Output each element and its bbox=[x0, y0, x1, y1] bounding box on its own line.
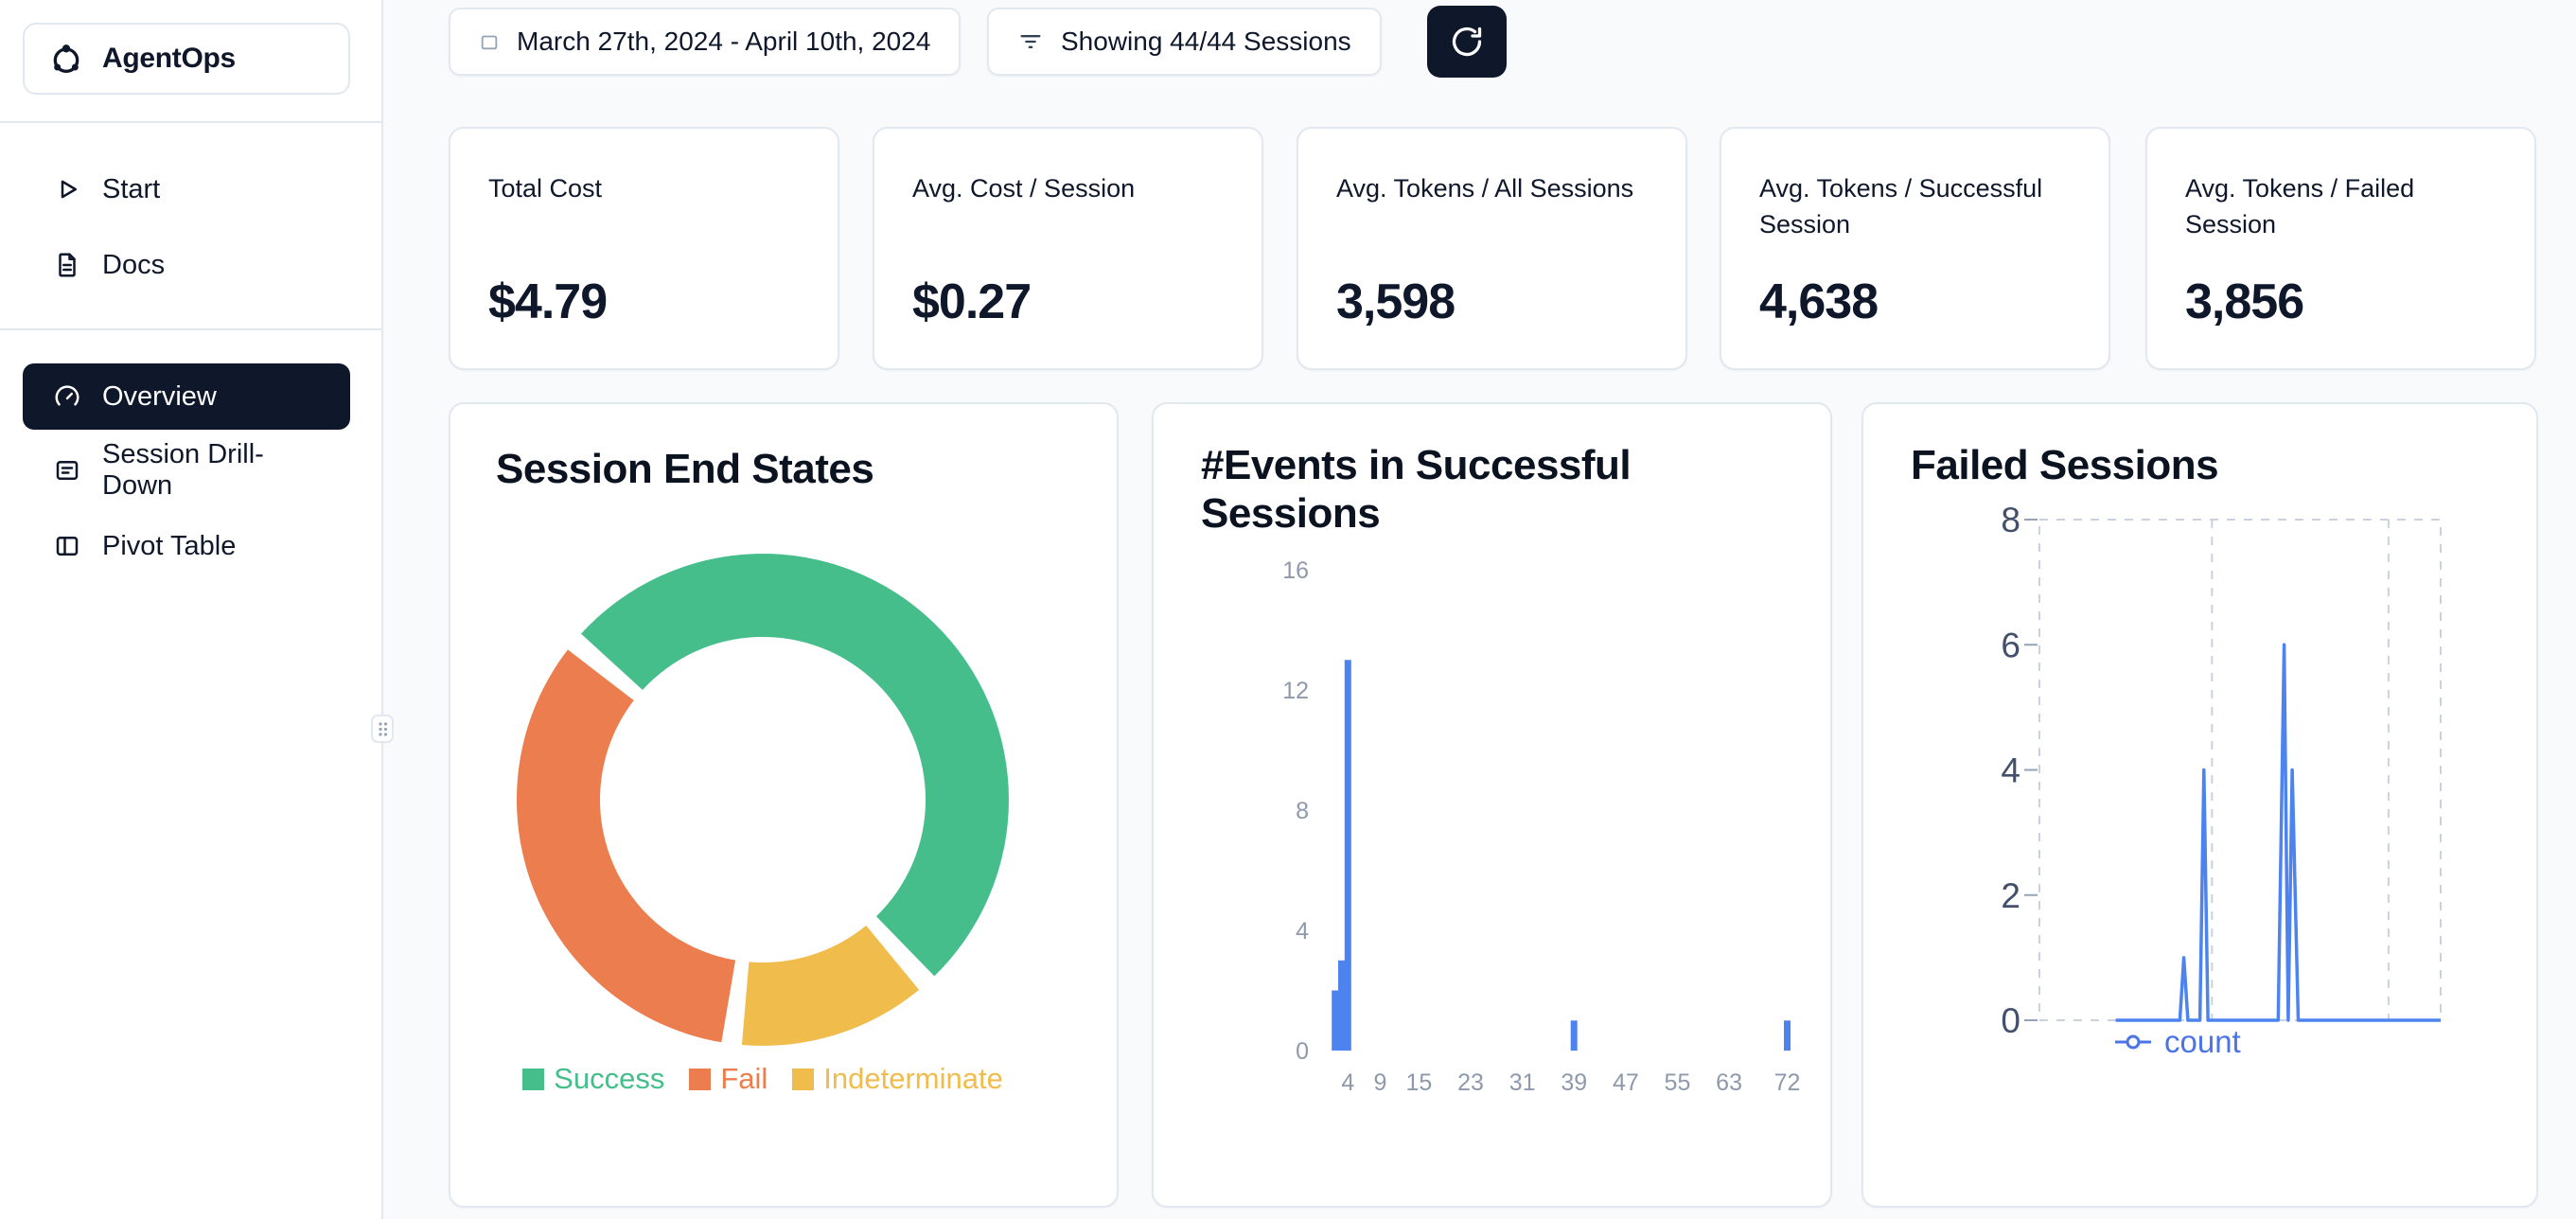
legend-item-fail: Fail bbox=[689, 1062, 768, 1096]
bar bbox=[1570, 1020, 1578, 1051]
y-axis-tick-label: 0 bbox=[1296, 1038, 1309, 1065]
x-axis-tick-label: 72 bbox=[1774, 1069, 1801, 1096]
legend-item-success: Success bbox=[522, 1062, 664, 1096]
sidebar-item-overview[interactable]: Overview bbox=[23, 363, 350, 430]
x-axis-tick-label: 55 bbox=[1665, 1069, 1691, 1096]
sidebar-item-session-drill-down[interactable]: Session Drill-Down bbox=[23, 439, 350, 502]
sidebar-item-label: Session Drill-Down bbox=[102, 439, 264, 501]
refresh-icon bbox=[1450, 25, 1484, 59]
x-axis-tick-label: 23 bbox=[1457, 1069, 1484, 1096]
legend-swatch bbox=[689, 1068, 712, 1090]
sidebar-divider bbox=[0, 328, 381, 330]
stat-card-avg-tokens-failed: Avg. Tokens / Failed Session 3,856 bbox=[2145, 127, 2536, 370]
bar bbox=[1332, 990, 1339, 1051]
y-axis-tick-label: 6 bbox=[2001, 626, 2020, 664]
legend-item-indeterminate: Indeterminate bbox=[792, 1062, 1003, 1096]
stat-value: $4.79 bbox=[488, 274, 608, 329]
y-axis-tick-label: 4 bbox=[1296, 918, 1309, 945]
calendar-icon bbox=[479, 31, 500, 52]
sidebar-item-label: Start bbox=[102, 173, 161, 204]
sidebar-item-label: Overview bbox=[102, 380, 217, 412]
x-axis-tick-label: 4 bbox=[1341, 1069, 1354, 1096]
x-axis-tick-label: 63 bbox=[1716, 1069, 1742, 1096]
stat-card-avg-tokens-all: Avg. Tokens / All Sessions 3,598 bbox=[1297, 127, 1687, 370]
date-range-button[interactable]: March 27th, 2024 - April 10th, 2024 bbox=[449, 8, 962, 76]
stat-label: Avg. Tokens / Failed Session bbox=[2185, 174, 2415, 239]
stat-card-total-cost: Total Cost $4.79 bbox=[449, 127, 839, 370]
agentops-logo-icon bbox=[47, 40, 85, 78]
sidebar-item-start[interactable]: Start bbox=[23, 158, 350, 221]
y-axis-tick-label: 16 bbox=[1282, 557, 1309, 584]
count-series-line bbox=[2115, 643, 2441, 1022]
chart-card-failed-sessions: Failed Sessions 0 2 4 6 8 count bbox=[1861, 402, 2538, 1208]
legend-swatch bbox=[522, 1068, 545, 1090]
sidebar-item-label: Pivot Table bbox=[102, 530, 237, 561]
grip-dots-icon bbox=[377, 720, 389, 738]
app-logo-box[interactable]: AgentOps bbox=[23, 23, 350, 95]
gauge-icon bbox=[53, 382, 81, 411]
stat-value: 3,598 bbox=[1336, 274, 1456, 329]
y-axis-tick-label: 12 bbox=[1282, 678, 1309, 704]
chart-title: Failed Sessions bbox=[1911, 442, 2219, 488]
chart-card-session-end-states: Session End States Success Fail Indetermin… bbox=[449, 402, 1119, 1208]
donut-segment-indeterminate bbox=[741, 925, 920, 1046]
chart-title: #Events in Successful Sessions bbox=[1201, 442, 1632, 537]
y-axis-tick-label: 2 bbox=[2001, 876, 2020, 915]
session-list-icon bbox=[53, 456, 81, 485]
stat-label: Total Cost bbox=[488, 174, 603, 203]
legend-label: Fail bbox=[720, 1062, 768, 1095]
stat-label: Avg. Tokens / All Sessions bbox=[1336, 174, 1634, 203]
stat-value: 4,638 bbox=[1759, 274, 1879, 329]
donut-segment-fail bbox=[516, 649, 736, 1043]
legend-label: Indeterminate bbox=[823, 1062, 1003, 1095]
stat-card-avg-tokens-successful: Avg. Tokens / Successful Session 4,638 bbox=[1720, 127, 2110, 370]
y-axis-tick-label: 8 bbox=[1296, 798, 1309, 824]
date-range-label: March 27th, 2024 - April 10th, 2024 bbox=[517, 26, 931, 56]
pivot-table-icon bbox=[53, 532, 81, 560]
stat-label: Avg. Tokens / Successful Session bbox=[1759, 174, 2043, 239]
failed-sessions-line-chart: 0 2 4 6 8 bbox=[2001, 501, 2442, 1040]
bar bbox=[1344, 660, 1351, 1051]
x-axis-tick-label: 9 bbox=[1373, 1069, 1386, 1096]
bar bbox=[1338, 960, 1345, 1051]
docs-icon bbox=[53, 251, 81, 279]
sidebar-item-label: Docs bbox=[102, 249, 166, 280]
refresh-button[interactable] bbox=[1427, 6, 1507, 78]
legend-swatch bbox=[792, 1068, 815, 1090]
app-title: AgentOps bbox=[102, 43, 236, 74]
x-axis-tick-label: 39 bbox=[1561, 1069, 1587, 1096]
x-axis-tick-label: 15 bbox=[1405, 1069, 1432, 1096]
y-axis-tick-label: 8 bbox=[2001, 501, 2020, 539]
sidebar: AgentOps Start Docs bbox=[0, 0, 383, 1219]
legend-label: Success bbox=[554, 1062, 665, 1095]
chart-title: Session End States bbox=[496, 446, 874, 492]
donut-segment-success bbox=[581, 554, 1009, 977]
bar bbox=[1784, 1020, 1791, 1051]
donut-legend: Success Fail Indeterminate bbox=[450, 1062, 1075, 1096]
sidebar-item-docs[interactable]: Docs bbox=[23, 234, 350, 296]
sessions-filter-label: Showing 44/44 Sessions bbox=[1061, 26, 1351, 56]
y-axis-tick-label: 4 bbox=[2001, 751, 2020, 790]
filter-icon bbox=[1017, 28, 1044, 55]
legend-label: count bbox=[2164, 1024, 2241, 1059]
sidebar-divider bbox=[0, 121, 381, 123]
sidebar-resize-handle[interactable] bbox=[371, 715, 394, 743]
stat-card-avg-cost-session: Avg. Cost / Session $0.27 bbox=[873, 127, 1263, 370]
stat-label: Avg. Cost / Session bbox=[912, 174, 1136, 203]
count-legend-marker-icon bbox=[2113, 1033, 2153, 1051]
chart-card-events-in-successful-sessions: #Events in Successful Sessions 0 4 8 12 16 4 9… bbox=[1152, 402, 1832, 1208]
plot-grid-border bbox=[2038, 519, 2442, 1021]
line-chart-legend: count bbox=[2113, 1024, 2241, 1060]
stat-value: $0.27 bbox=[912, 274, 1032, 329]
x-axis-tick-label: 31 bbox=[1509, 1069, 1536, 1096]
sessions-filter-button[interactable]: Showing 44/44 Sessions bbox=[987, 8, 1382, 76]
stat-value: 3,856 bbox=[2185, 274, 2304, 329]
sidebar-item-pivot-table[interactable]: Pivot Table bbox=[23, 515, 350, 577]
y-axis-tick-label: 0 bbox=[2001, 1001, 2020, 1040]
play-icon bbox=[53, 175, 81, 203]
session-end-states-donut-chart bbox=[516, 554, 1009, 1046]
x-axis-tick-label: 47 bbox=[1613, 1069, 1639, 1096]
